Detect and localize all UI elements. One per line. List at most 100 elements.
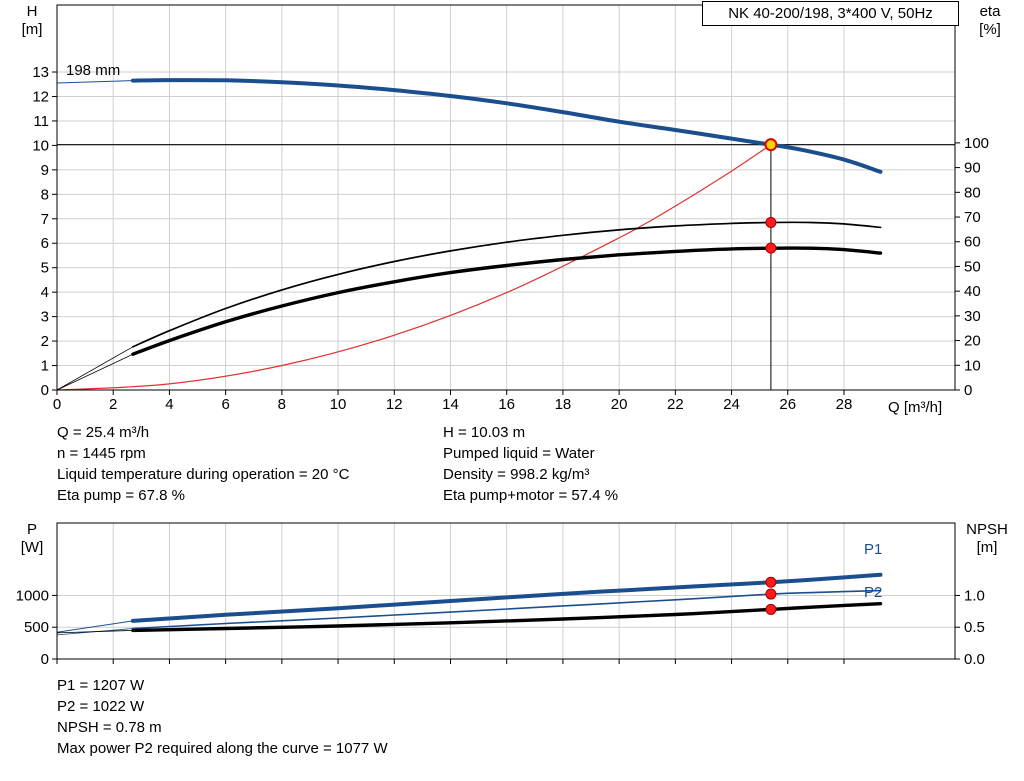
result-data-column: P1 = 1207 W P2 = 1022 W NPSH = 0.78 m Ma… xyxy=(57,677,388,761)
tick-label: 100 xyxy=(964,135,989,152)
tick-label: 5 xyxy=(41,260,49,277)
tick-label: 40 xyxy=(964,283,981,300)
result-p2-value: P2 = 1022 W xyxy=(57,698,145,715)
tick-label: 80 xyxy=(964,184,981,201)
duty-point-marker xyxy=(764,138,778,152)
tick-label: 12 xyxy=(32,88,49,105)
tick-label: 4 xyxy=(165,396,173,413)
plot-frame xyxy=(56,522,956,660)
tick-label: 1 xyxy=(41,358,49,375)
npsh-curve xyxy=(131,602,883,633)
eta-pump-marker xyxy=(765,216,777,228)
tick-label: 70 xyxy=(964,209,981,226)
npsh-lead xyxy=(56,630,134,634)
tick-label: 7 xyxy=(41,211,49,228)
tick-label: 20 xyxy=(611,396,628,413)
tick-label: 1.0 xyxy=(964,587,985,604)
tick-label: 6 xyxy=(41,235,49,252)
head-efficiency-chart-svg: 0 2 4 6 8 10 12 14 16 18 20 22 24 26 28012345678910111… xyxy=(32,4,989,413)
p1-curve xyxy=(130,572,883,623)
tick-label: 10 xyxy=(32,137,49,154)
tick-label: 30 xyxy=(964,308,981,325)
eta-pump-lead xyxy=(56,346,134,391)
npsh-axis-title: NPSH [m] xyxy=(956,521,1018,557)
tick-label: 6 xyxy=(221,396,229,413)
tick-label: 10 xyxy=(964,357,981,374)
head-curve-lead xyxy=(56,80,134,84)
p-axis-title: P [W] xyxy=(12,521,52,557)
npsh-axis-title-symbol: NPSH xyxy=(966,521,1008,538)
eta-pump-motor-marker xyxy=(765,242,777,254)
tick-label: 26 xyxy=(779,396,796,413)
tick-label: 9 xyxy=(41,162,49,179)
tick-label: 20 xyxy=(964,333,981,350)
tick-label: 4 xyxy=(41,284,49,301)
eta-axis-title-unit: [%] xyxy=(979,21,1001,38)
tick-label: 10 xyxy=(330,396,347,413)
operating-data-right-column: H = 10.03 m Pumped liquid = Water Densit… xyxy=(443,424,618,508)
tick-label: 60 xyxy=(964,234,981,251)
op-density-value: Density = 998.2 kg/m³ xyxy=(443,466,590,483)
tick-label: 8 xyxy=(41,186,49,203)
tick-label: 2 xyxy=(109,396,117,413)
tick-label: 0 xyxy=(964,382,972,399)
npsh-axis-title-unit: [m] xyxy=(976,539,998,556)
h-axis-title-symbol: H xyxy=(26,3,38,20)
npsh-marker xyxy=(765,603,777,615)
tick-label: 14 xyxy=(442,396,459,413)
tick-label: 22 xyxy=(667,396,684,413)
power-npsh-chart-svg: 0 500 1000 0.0 0.5 1.0 xyxy=(16,522,985,668)
h-axis-title-unit: [m] xyxy=(21,21,43,38)
tick-label: 16 xyxy=(498,396,515,413)
eta-pump-motor-lead xyxy=(56,353,134,391)
p-axis-title-unit: [W] xyxy=(20,539,44,556)
tick-label: 0 xyxy=(41,382,49,399)
op-speed-value: n = 1445 rpm xyxy=(57,445,146,462)
h-axis-title: H [m] xyxy=(12,3,52,39)
q-axis-title: Q [m³/h] xyxy=(888,399,943,416)
eta-axis-title-symbol: eta xyxy=(979,3,1001,20)
tick-label: 18 xyxy=(555,396,572,413)
tick-label: 13 xyxy=(32,64,49,81)
tick-label: 0.0 xyxy=(964,651,985,668)
result-npsh-value: NPSH = 0.78 m xyxy=(57,719,162,736)
tick-label: 8 xyxy=(278,396,286,413)
p2-curve xyxy=(132,589,882,630)
tick-label: 0 xyxy=(41,651,49,668)
plot-frame xyxy=(56,4,956,391)
tick-label: 1000 xyxy=(16,587,49,604)
operating-data-left-column: Q = 25.4 m³/h n = 1445 rpm Liquid temper… xyxy=(57,424,349,508)
tick-label: 24 xyxy=(723,396,740,413)
op-liquid-value: Pumped liquid = Water xyxy=(443,445,595,462)
p1-lead xyxy=(56,620,134,633)
result-p1-value: P1 = 1207 W xyxy=(57,677,145,694)
tick-label: 500 xyxy=(24,619,49,636)
tick-label: 2 xyxy=(41,333,49,350)
tick-label: 50 xyxy=(964,258,981,275)
eta-pump-curve xyxy=(132,221,882,348)
result-max-p2-value: Max power P2 required along the curve = … xyxy=(57,740,388,757)
head-curve-198mm xyxy=(130,78,883,174)
p2-marker xyxy=(765,588,777,600)
p1-curve-label: P1 xyxy=(864,541,883,558)
tick-label: 90 xyxy=(964,160,981,177)
p-axis-title-symbol: P xyxy=(26,521,37,538)
op-eta-pump-motor-value: Eta pump+motor = 57.4 % xyxy=(443,487,619,504)
tick-label: 11 xyxy=(33,113,49,130)
tick-label: 12 xyxy=(386,396,403,413)
tick-label: 3 xyxy=(41,309,49,326)
p2-curve-label: P2 xyxy=(864,584,883,601)
eta-pump-motor-curve xyxy=(131,246,883,356)
op-eta-pump-value: Eta pump = 67.8 % xyxy=(57,487,185,504)
p1-marker xyxy=(765,576,777,588)
impeller-diameter-label: 198 mm xyxy=(66,62,121,79)
op-temperature-value: Liquid temperature during operation = 20… xyxy=(57,466,350,483)
eta-axis-title: eta [%] xyxy=(966,3,1014,39)
tick-label: 0.5 xyxy=(964,619,985,636)
op-head-value: H = 10.03 m xyxy=(443,424,526,441)
pump-model-box: NK 40-200/198, 3*400 V, 50Hz xyxy=(702,1,959,26)
tick-label: 28 xyxy=(836,396,853,413)
tick-label: 0 xyxy=(53,396,61,413)
system-curve xyxy=(56,144,772,391)
